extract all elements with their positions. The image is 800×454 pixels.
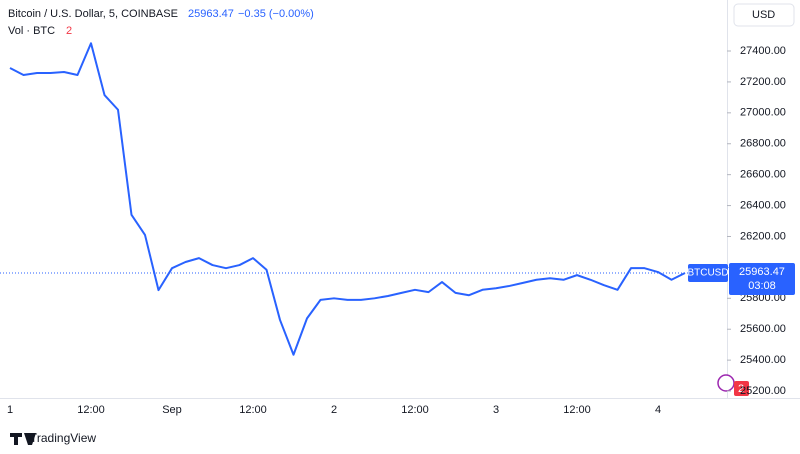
y-tick-label: 25400.00 — [740, 354, 786, 366]
currency-label[interactable]: USD — [752, 9, 775, 21]
y-tick-label: 26800.00 — [740, 138, 786, 150]
x-tick-label: 1 — [7, 404, 13, 416]
currency-button[interactable] — [733, 3, 795, 27]
y-tick-label: 25800.00 — [740, 292, 786, 304]
events-badge[interactable] — [734, 381, 749, 396]
last-price: 25963.47 — [188, 8, 234, 20]
brand: TradingView — [30, 431, 96, 445]
events-icon[interactable] — [717, 374, 735, 392]
price-tag-value: 25963.47 — [739, 266, 785, 278]
price-tag — [729, 263, 795, 296]
price-line — [9, 42, 686, 356]
x-tick-label: 2 — [331, 404, 337, 416]
x-tick-label: Sep — [162, 404, 182, 416]
volume-badge: 2 — [66, 25, 72, 37]
symbol-tag-label: BTCUSD — [687, 268, 728, 279]
chart-title: Bitcoin / U.S. Dollar, 5, COINBASE — [8, 8, 178, 20]
symbol-tag — [688, 264, 728, 283]
x-tick-label: 12:00 — [401, 404, 429, 416]
y-tick-label: 26400.00 — [740, 199, 786, 211]
y-tick-label: 27400.00 — [740, 45, 786, 57]
y-tick-label: 25600.00 — [740, 323, 786, 335]
price-change: −0.35 (−0.00%) — [238, 8, 314, 20]
x-tick-label: 12:00 — [563, 404, 591, 416]
price-tag-countdown: 03:08 — [748, 280, 776, 292]
y-tick-label: 27200.00 — [740, 76, 786, 88]
y-tick-label: 27000.00 — [740, 107, 786, 119]
brand-logo — [10, 433, 36, 445]
y-tick-label: 26200.00 — [740, 230, 786, 242]
x-tick-label: 12:00 — [239, 404, 267, 416]
x-tick-label: 3 — [493, 404, 499, 416]
events-count[interactable]: 2 — [738, 383, 744, 395]
x-tick-label: 4 — [655, 404, 661, 416]
x-tick-label: 12:00 — [77, 404, 105, 416]
y-tick-label: 25200.00 — [740, 385, 786, 397]
y-tick-label: 26600.00 — [740, 169, 786, 181]
volume-label: Vol · BTC — [8, 25, 55, 37]
